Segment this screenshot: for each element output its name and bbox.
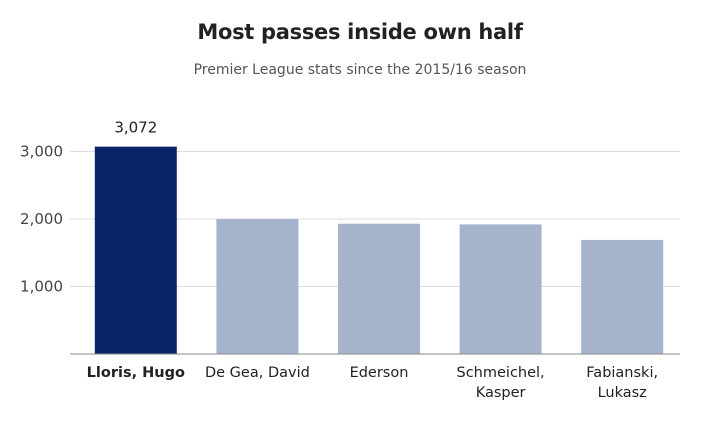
y-tick-label: 2,000 xyxy=(20,210,63,228)
y-tick-label: 1,000 xyxy=(20,278,63,296)
bar xyxy=(216,219,299,354)
x-category-label: De Gea, David xyxy=(205,365,310,381)
bar xyxy=(581,239,664,354)
x-category-label: Fabianski, Lukasz xyxy=(586,365,658,401)
chart-title: Most passes inside own half xyxy=(197,20,523,44)
bar xyxy=(338,223,420,354)
data-label: 3,072 xyxy=(114,119,157,137)
x-category-label: Lloris, Hugo xyxy=(87,365,185,381)
bar xyxy=(459,224,542,354)
x-category-label: Schmeichel, Kasper xyxy=(457,365,545,401)
bar xyxy=(94,146,177,354)
x-category-label: Ederson xyxy=(350,365,409,381)
y-tick-label: 3,000 xyxy=(20,143,63,161)
chart-subtitle: Premier League stats since the 2015/16 s… xyxy=(193,62,527,78)
